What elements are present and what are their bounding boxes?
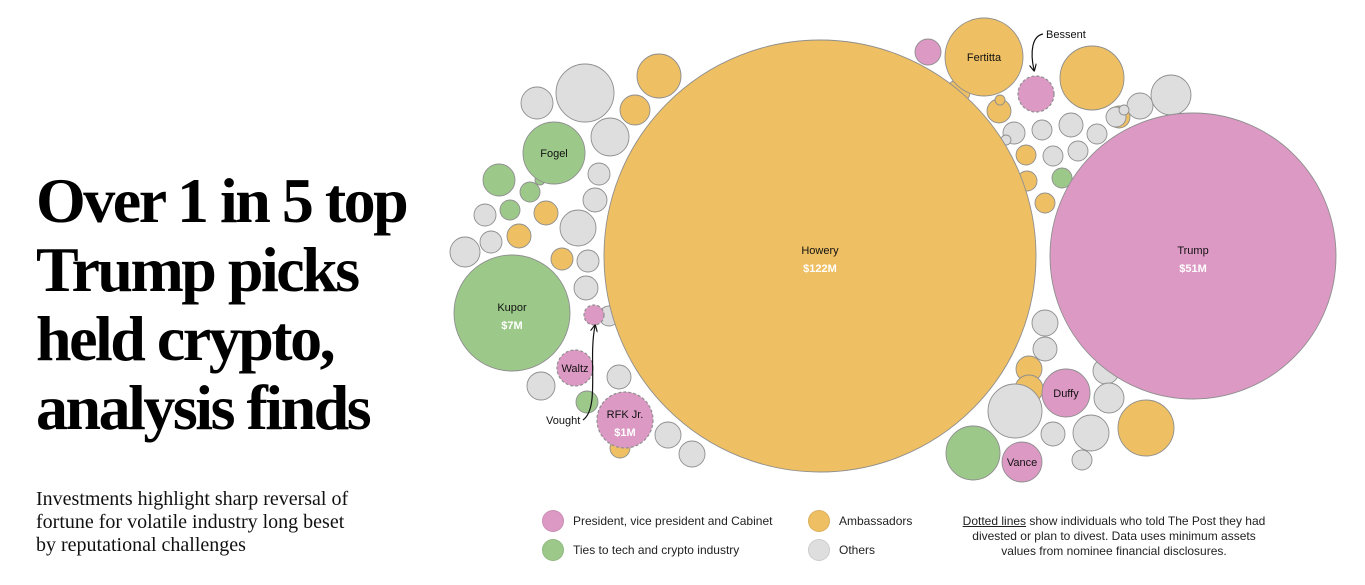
bubble-tech-6	[1051, 167, 1073, 189]
bubble-value-trump: $51M	[1179, 263, 1207, 275]
bubble-vance	[1001, 441, 1043, 483]
bubble-others-25	[1150, 74, 1192, 116]
callout-arrow-bessent	[1032, 33, 1044, 70]
bubble-others-26	[1031, 309, 1059, 337]
bubble-others-14	[526, 371, 556, 401]
bubble-kupor	[453, 254, 571, 372]
callout-arrow-vought	[582, 326, 595, 421]
bubble-label-fogel: Fogel	[540, 148, 568, 160]
bubble-ambassadors-17	[994, 94, 1006, 106]
bubble-others-1	[520, 86, 554, 120]
bubble-cabinet-1	[914, 38, 942, 66]
bubble-fogel	[522, 121, 586, 185]
bubble-label-howery: Howery	[801, 245, 839, 257]
bubble-others-9	[449, 236, 481, 268]
legend-swatch-cabinet	[542, 510, 564, 532]
bubble-ambassadors-9	[1015, 144, 1037, 166]
bubble-tech-4	[945, 425, 1001, 481]
bubble-bessent	[1017, 75, 1055, 113]
legend-item-ambassadors: Ambassadors	[808, 510, 912, 532]
bubble-label-vance: Vance	[1007, 457, 1037, 469]
bubble-others-27	[1032, 336, 1058, 362]
bubble-tech-1	[482, 163, 516, 197]
bubble-others-32	[1072, 414, 1110, 452]
bubble-value-howery: $122M	[803, 263, 837, 275]
bubble-vought	[583, 304, 605, 326]
bubble-label-waltz: Waltz	[561, 363, 588, 375]
bubble-others-24	[1126, 92, 1154, 120]
bubble-ambassadors-2	[619, 94, 651, 126]
bubble-others-11	[573, 275, 599, 301]
bubble-others-20	[1086, 123, 1108, 145]
bubble-label-fertitta: Fertitta	[967, 52, 1002, 64]
bubble-others-6	[559, 209, 597, 247]
bubble-value-rfk-jr: $1M	[614, 427, 635, 439]
bubble-others-29	[1093, 382, 1125, 414]
bubble-others-30	[987, 383, 1043, 439]
bubble-tech-3	[499, 199, 521, 221]
bubble-label-duffy: Duffy	[1053, 388, 1079, 400]
callout-label-bessent: Bessent	[1046, 29, 1086, 41]
methodology-note: Dotted lines show individuals who told T…	[958, 514, 1270, 559]
bubble-howery	[603, 39, 1037, 473]
bubble-ambassadors-4	[506, 223, 532, 249]
bubble-others-34	[1118, 104, 1130, 116]
legend-item-tech: Ties to tech and crypto industry	[542, 539, 739, 561]
bubble-others-18	[1031, 119, 1053, 141]
bubble-rfk-jr	[596, 391, 654, 449]
bubble-value-kupor: $7M	[501, 320, 522, 332]
legend-label-ambassadors: Ambassadors	[839, 514, 913, 528]
bubble-others-33	[1071, 449, 1093, 471]
legend-swatch-others	[808, 539, 830, 561]
bubble-others-21	[1067, 140, 1089, 162]
subheadline: Investments highlight sharp reversal of …	[36, 488, 349, 556]
bubble-duffy	[1041, 368, 1091, 418]
bubble-others-5	[582, 187, 608, 213]
legend-swatch-ambassadors	[808, 510, 830, 532]
bubble-ambassadors-3	[533, 200, 559, 226]
bubble-ambassadors-7	[1059, 45, 1125, 111]
bubble-label-kupor: Kupor	[497, 302, 527, 314]
bubble-fertitta	[944, 17, 1024, 97]
bubble-others-10	[576, 249, 600, 273]
bubble-others-7	[473, 203, 497, 227]
bubble-others-15	[654, 421, 682, 449]
bubble-others-31	[1040, 421, 1066, 447]
legend-label-tech: Ties to tech and crypto industry	[573, 543, 740, 557]
bubble-trump	[1049, 112, 1337, 400]
bubble-ambassadors-11	[1034, 192, 1056, 214]
bubble-tech-2	[519, 181, 541, 203]
legend-swatch-tech	[542, 539, 564, 561]
note-text: show individuals who told The Post they …	[972, 514, 1266, 558]
bubble-others-8	[479, 230, 503, 254]
bubble-label-trump: Trump	[1177, 245, 1208, 257]
bubble-others-3	[590, 117, 630, 157]
bubble-tech-5	[575, 390, 599, 414]
legend-label-cabinet: President, vice president and Cabinet	[573, 514, 773, 528]
bubble-others-13	[606, 364, 632, 390]
bubble-others-19	[1058, 112, 1084, 138]
legend-item-cabinet: President, vice president and Cabinet	[542, 510, 772, 532]
note-underlined-text: Dotted lines	[962, 514, 1027, 528]
bubble-label-rfk-jr: RFK Jr.	[607, 409, 644, 421]
bubble-others-22	[1042, 145, 1064, 167]
bubble-ambassadors-14	[1117, 399, 1175, 457]
bubble-others-4	[587, 162, 611, 186]
legend-label-others: Others	[839, 543, 876, 557]
callout-label-vought: Vought	[546, 415, 580, 427]
legend-item-others: Others	[808, 539, 875, 561]
bubble-ambassadors-1	[636, 53, 682, 99]
bubble-others-16	[678, 440, 706, 468]
bubble-ambassadors-5	[550, 247, 574, 271]
bubble-others-2	[555, 63, 615, 123]
headline: Over 1 in 5 top Trump picks held crypto,…	[36, 165, 409, 443]
